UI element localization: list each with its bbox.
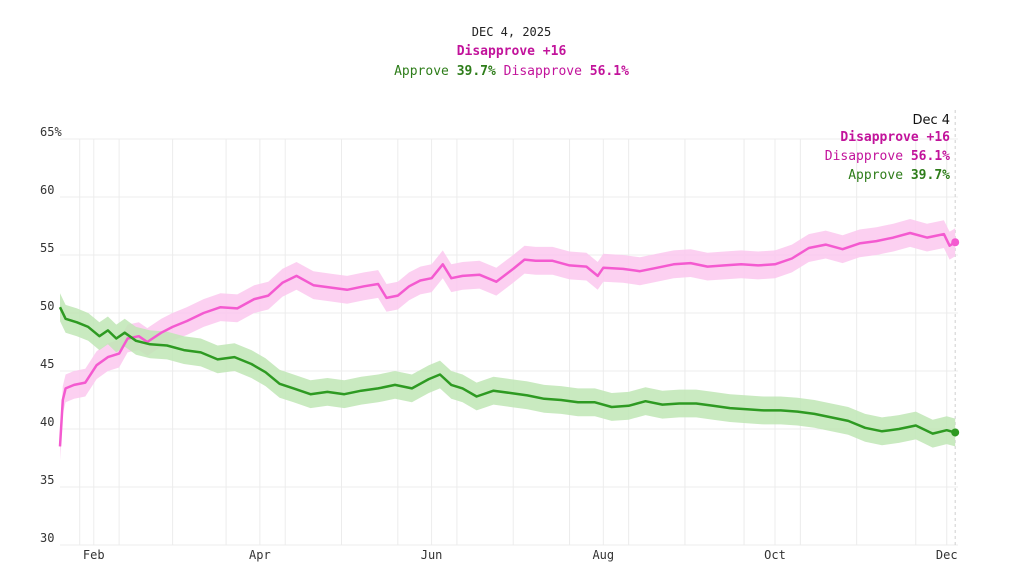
x-tick-label: Dec [936, 548, 958, 562]
approve-line [58, 306, 956, 435]
tooltip-disapprove: Disapprove 56.1% [825, 149, 950, 164]
x-tick-label: Jun [421, 548, 443, 562]
tooltip-disapprove-value: 56.1% [910, 149, 950, 164]
header-values: Approve 39.7% Disapprove 56.1% [0, 64, 1023, 79]
header-approve-label: Approve [394, 64, 449, 79]
y-tick-label: 50 [40, 299, 54, 313]
y-tick-label: 60 [40, 183, 54, 197]
disapprove-line [58, 231, 956, 447]
header-date: DEC 4, 2025 [471, 25, 552, 39]
tooltip-date: Dec 4 [912, 113, 950, 128]
disapprove-end-dot [951, 238, 960, 247]
approve-end-dot [951, 428, 960, 437]
x-tick-label: Feb [83, 548, 105, 562]
x-tick-label: Apr [249, 548, 271, 562]
series-lines [58, 231, 956, 447]
header-disapprove-value: 56.1% [589, 64, 629, 79]
header-net-approval: Disapprove +16 [456, 44, 567, 59]
series-end-dots [951, 238, 960, 437]
y-tick-label: 40 [40, 415, 54, 429]
disapprove-band [60, 219, 956, 461]
x-tick-label: Aug [592, 548, 614, 562]
y-tick-label: 65% [40, 125, 62, 139]
tooltip-approve-label: Approve [848, 168, 904, 183]
y-tick-label: 35 [40, 473, 54, 487]
tooltip-approve-value: 39.7% [910, 168, 950, 183]
y-axis-ticks: 30 35 40 45 50 55 60 65% [40, 125, 62, 545]
tooltip-net-approval: Disapprove +16 [840, 130, 950, 145]
y-tick-label: 45 [40, 357, 54, 371]
y-tick-label: 55 [40, 241, 54, 255]
header-approve-value: 39.7% [456, 64, 496, 79]
x-tick-label: Oct [764, 548, 786, 562]
tooltip-disapprove-label: Disapprove [824, 149, 904, 164]
header-disapprove-label: Disapprove [503, 64, 582, 79]
y-tick-label: 30 [40, 531, 54, 545]
x-axis-ticks: Feb Apr Jun Aug Oct Dec [83, 548, 958, 562]
tooltip-approve: Approve 39.7% [848, 168, 950, 183]
